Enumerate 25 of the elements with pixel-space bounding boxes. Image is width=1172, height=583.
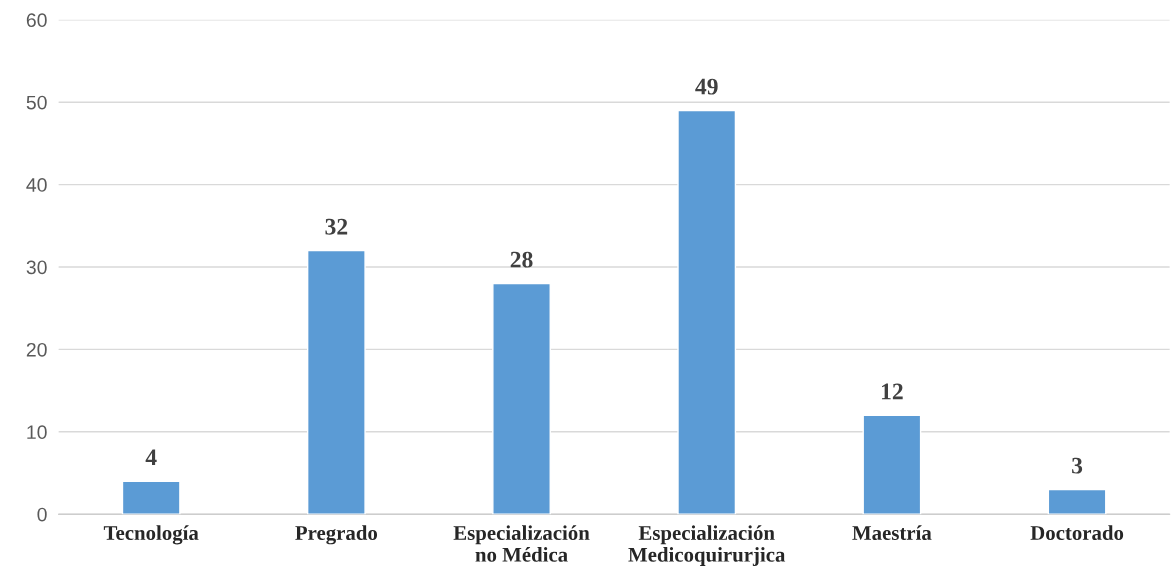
y-tick-label: 40 [26, 178, 47, 192]
y-tick-label: 50 [26, 95, 47, 110]
data-label: 4 [145, 449, 157, 466]
bar [121, 480, 181, 515]
y-tick-label: 60 [26, 13, 47, 28]
y-tick-label: 20 [26, 342, 47, 357]
bar [306, 249, 366, 515]
y-tick-label: 30 [26, 260, 47, 275]
x-tick-label: Maestría [852, 525, 932, 540]
y-tick-label: 0 [37, 507, 47, 522]
bar [862, 414, 922, 515]
data-label: 12 [881, 383, 903, 400]
y-tick-label: 10 [27, 425, 47, 440]
data-label: 32 [325, 218, 348, 235]
bar [1047, 488, 1107, 515]
data-label: 49 [695, 78, 718, 95]
bar [492, 282, 551, 515]
x-tick-label: Tecnología [103, 525, 199, 545]
data-label: 3 [1072, 457, 1083, 474]
data-label: 28 [510, 251, 533, 268]
x-tick-label: Especialización Medicoquirurjica [628, 525, 786, 567]
x-tick-label: Doctorado [1030, 525, 1124, 540]
x-tick-label: Pregrado [295, 525, 378, 545]
bar [677, 109, 737, 515]
x-tick-label: Especialización no Médica [453, 525, 590, 562]
